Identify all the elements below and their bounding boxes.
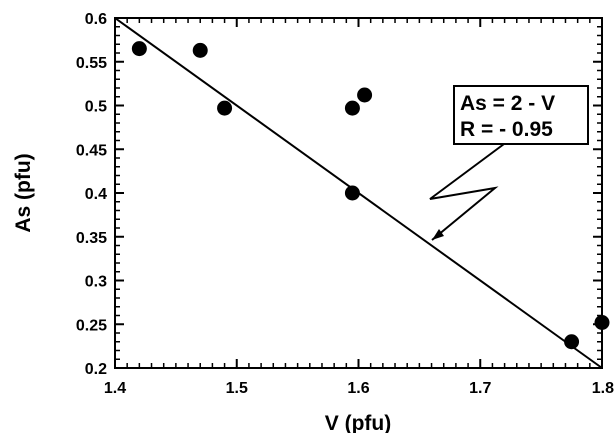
data-point [217, 100, 233, 116]
data-point [357, 87, 373, 103]
data-point [344, 100, 360, 116]
y-tick-label: 0.3 [85, 274, 107, 291]
y-axis-label: As (pfu) [12, 153, 35, 232]
y-tick-label: 0.2 [85, 361, 107, 378]
y-tick-label: 0.25 [76, 317, 107, 334]
data-points [131, 41, 610, 350]
annotation-box [453, 85, 589, 145]
annotation-line-1: As = 2 - V [460, 92, 555, 115]
annotation: As = 2 - V R = - 0.95 [429, 85, 589, 241]
y-tick-label: 0.5 [85, 99, 107, 116]
y-tick-label: 0.4 [85, 186, 107, 203]
y-tick-label: 0.45 [76, 142, 107, 159]
y-tick-label: 0.55 [76, 55, 107, 72]
x-tick-label: 1.6 [347, 380, 369, 397]
x-tick-label: 1.5 [226, 380, 248, 397]
annotation-leader [429, 143, 505, 241]
y-axis-ticks: 0.2 0.25 0.3 0.35 0.4 0.45 0.5 0.55 0.6 [76, 11, 602, 378]
x-tick-label: 1.8 [592, 380, 614, 397]
data-point [344, 185, 360, 201]
y-tick-label: 0.35 [76, 230, 107, 247]
annotation-line-2: R = - 0.95 [460, 118, 553, 141]
x-tick-label: 1.7 [469, 380, 491, 397]
y-tick-label: 0.6 [85, 11, 107, 28]
annotation-arrowhead-icon [432, 229, 444, 240]
data-point [564, 334, 580, 350]
x-axis-ticks: 1.4 1.5 1.6 1.7 1.8 [104, 18, 614, 397]
data-point [192, 42, 208, 58]
x-tick-label: 1.4 [104, 380, 126, 397]
data-point [594, 315, 610, 330]
x-axis-label: V (pfu) [325, 412, 391, 433]
data-point [131, 41, 147, 57]
